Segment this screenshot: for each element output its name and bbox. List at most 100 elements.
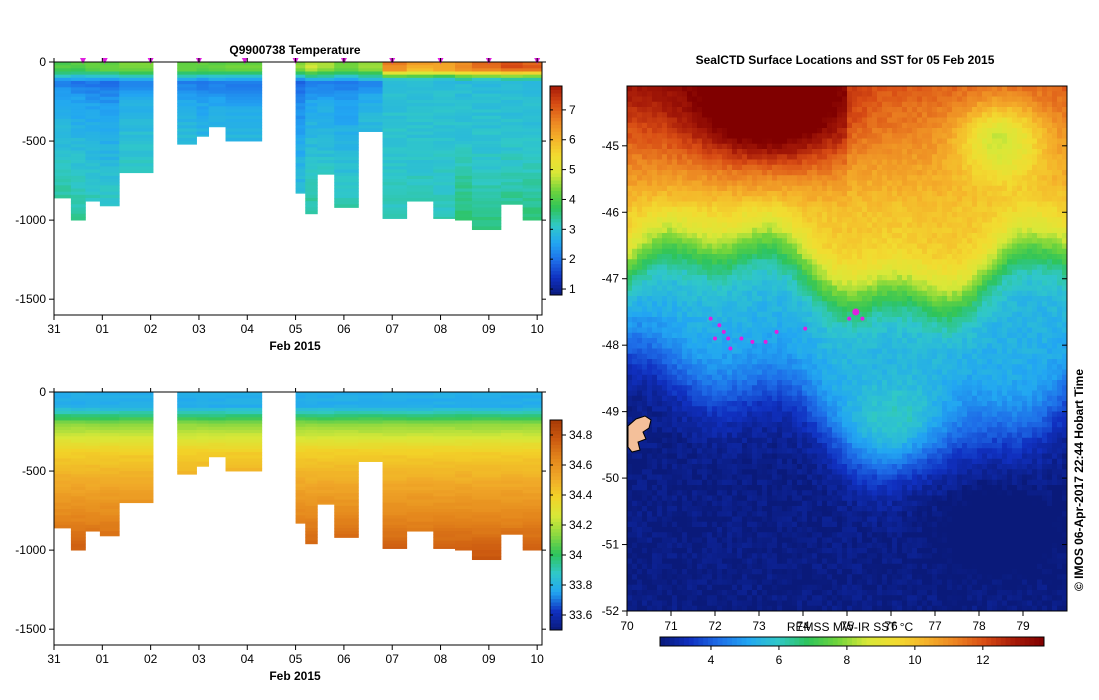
profile-cell: [455, 182, 473, 186]
profile-cell: [317, 452, 335, 456]
sst-cell: [777, 122, 783, 129]
sst-cell: [957, 122, 963, 129]
sst-cell: [817, 248, 823, 255]
profile-cell: [208, 103, 226, 107]
profile-cell: [406, 125, 434, 129]
sst-cell: [662, 164, 668, 171]
sst-cell: [902, 96, 908, 103]
profile-cell: [455, 201, 473, 205]
sst-cell: [822, 117, 828, 124]
sst-cell: [922, 107, 928, 113]
sst-cell: [887, 185, 893, 192]
sst-cell: [952, 164, 958, 171]
sst-cell: [957, 180, 963, 187]
sst-cell: [832, 107, 838, 113]
sst-cell: [762, 191, 768, 197]
sst-cell: [1017, 248, 1023, 255]
profile-cell: [433, 439, 456, 443]
colorbar-segment: [550, 99, 562, 104]
sst-cell: [917, 170, 923, 176]
sst-cell: [737, 196, 743, 202]
sst-cell: [937, 138, 943, 145]
sst-cell: [757, 154, 763, 160]
profile-cell: [85, 185, 101, 189]
profile-cell: [500, 128, 524, 132]
profile: [119, 392, 154, 504]
sst-cell: [767, 149, 773, 155]
sst-cell: [962, 149, 968, 155]
profile-cell: [500, 115, 524, 120]
profile-cell: [70, 125, 86, 129]
sst-cell: [967, 128, 973, 134]
sst-cell: [797, 128, 803, 134]
profile-cell: [54, 505, 72, 510]
sst-cell: [1032, 238, 1038, 244]
sst-cell: [972, 133, 978, 139]
profile-cell: [119, 65, 154, 69]
sst-cell: [727, 149, 733, 155]
profile-cell: [522, 404, 543, 409]
profile-cell: [500, 163, 524, 167]
sst-cell: [982, 112, 988, 118]
profile-cell: [54, 426, 72, 431]
sst-cell: [772, 175, 778, 181]
sst-cell: [697, 254, 703, 260]
profile-cell: [455, 452, 473, 456]
sst-cell: [932, 254, 938, 260]
sst-cell: [817, 201, 823, 208]
sst-cell: [752, 112, 758, 118]
sst-cell: [982, 254, 988, 260]
profile-cell: [358, 74, 383, 79]
sst-cell: [1012, 175, 1018, 181]
profile-cell: [54, 490, 72, 494]
sst-cell: [772, 133, 778, 139]
profile-cell: [99, 137, 120, 142]
sst-cell: [912, 117, 918, 124]
sst-cell: [697, 164, 703, 171]
profile-cell: [433, 201, 456, 205]
profile-cell: [382, 521, 408, 526]
sst-cell: [997, 248, 1003, 255]
profile-cell: [54, 471, 72, 475]
profile-cell: [119, 115, 154, 120]
sst-cell: [957, 212, 963, 218]
sst-cell: [1017, 243, 1023, 250]
profile-cell: [382, 163, 408, 167]
sst-cell: [787, 254, 793, 260]
sst-cell: [1062, 201, 1068, 208]
sst-cell: [677, 96, 683, 103]
sst-cell: [682, 201, 688, 208]
sst-cell: [1057, 196, 1063, 202]
profile-cell: [406, 452, 434, 456]
profile-cell: [522, 392, 543, 396]
sst-cell: [857, 170, 863, 176]
profile-cell: [225, 74, 263, 79]
sst-cell: [1002, 212, 1008, 218]
profile-cell: [70, 163, 86, 167]
salinity-x-axis: 31 01 02 03 04 05 06 07 08 09 10: [47, 388, 544, 666]
colorbar-segment: [550, 434, 562, 438]
sst-cell: [632, 128, 638, 134]
profile-cell: [406, 461, 434, 466]
sst-cell: [887, 259, 893, 265]
sst-cell: [662, 217, 668, 223]
sst-cell: [777, 117, 783, 124]
sst-cell: [757, 191, 763, 197]
sst-cell: [632, 107, 638, 113]
sst-cell: [822, 159, 828, 166]
sst-cell: [1017, 117, 1023, 124]
profile-cell: [522, 483, 543, 488]
profile-cell: [455, 106, 473, 110]
profile-cell: [99, 515, 120, 519]
sst-cell: [862, 143, 868, 150]
sst-cell: [712, 96, 718, 103]
sst-cell: [662, 222, 668, 229]
profile-cell: [471, 188, 502, 193]
colorbar-segment: [550, 274, 562, 279]
sst-cell: [692, 191, 698, 197]
sst-cell: [927, 175, 933, 181]
sst-cell: [722, 212, 728, 218]
sst-cell: [872, 117, 878, 124]
sst-cell: [702, 201, 708, 208]
sst-cell: [1022, 117, 1028, 124]
